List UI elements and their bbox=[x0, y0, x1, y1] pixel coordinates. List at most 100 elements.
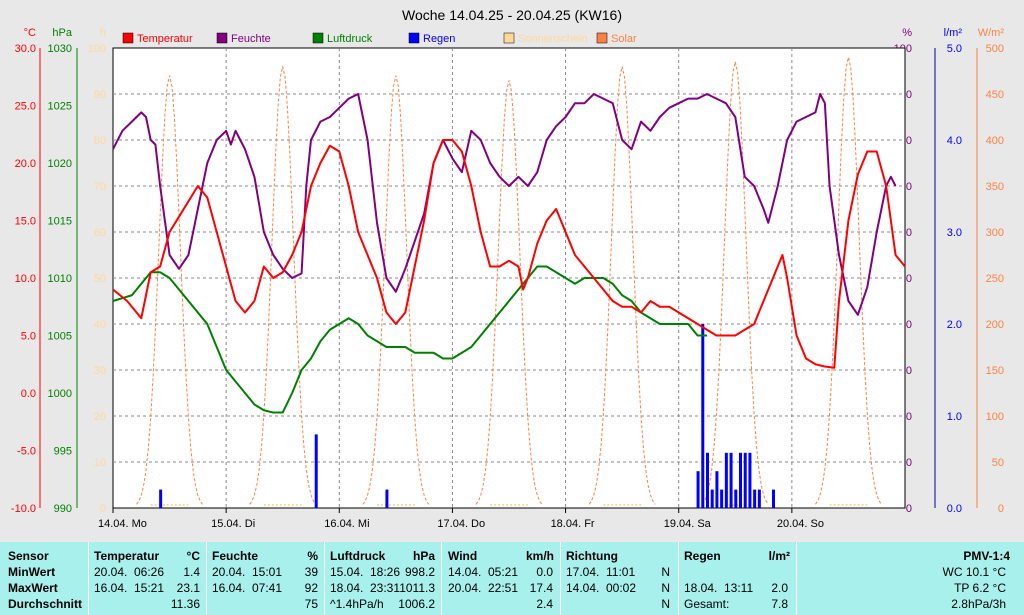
table-cell: 20.04. bbox=[212, 565, 246, 579]
table-separator bbox=[796, 542, 797, 615]
rain-bar bbox=[314, 434, 318, 508]
sunshine-axis-tick: 40 bbox=[94, 319, 106, 331]
table-separator bbox=[324, 542, 325, 615]
temp-axis-tick: 20.0 bbox=[15, 158, 36, 170]
legend: Temperatur Feuchte Luftdruck Regen Sonnensch… bbox=[122, 32, 637, 45]
x-label: 19.04. Sa bbox=[664, 518, 712, 530]
table-cell: 7.8 bbox=[771, 597, 788, 611]
table-cell: 998.2 bbox=[404, 565, 435, 579]
pressure-axis-tick: 1030 bbox=[48, 43, 72, 55]
header-luftdruck-unit: hPa bbox=[412, 549, 435, 563]
header-wind: Wind bbox=[448, 549, 478, 563]
table-cell: 07:41 bbox=[252, 581, 283, 595]
pressure-axis-tick: 1000 bbox=[48, 388, 72, 400]
table-cell: 39 bbox=[304, 565, 318, 579]
x-label: 16.04. Mi bbox=[324, 518, 369, 530]
table-cell: 23.1 bbox=[176, 581, 200, 595]
stats-table: Sensor Temperatur °C Feuchte % Luftdruck… bbox=[0, 542, 1024, 615]
sunshine-axis-tick: 60 bbox=[94, 227, 106, 239]
table-cell: 00:02 bbox=[606, 581, 637, 595]
sunshine-axis-tick: 50 bbox=[94, 273, 106, 285]
rain-bar bbox=[710, 489, 714, 508]
legend-label: Temperatur bbox=[137, 33, 193, 45]
rain-bar bbox=[385, 489, 389, 508]
legend-label: Solar bbox=[611, 33, 637, 45]
row-label: MaxWert bbox=[8, 581, 58, 595]
table-cell: 06:26 bbox=[134, 565, 165, 579]
legend-swatch bbox=[216, 32, 228, 44]
table-cell: 0.0 bbox=[536, 565, 553, 579]
solar-axis-tick: 150 bbox=[986, 365, 1004, 377]
table-cell: 75 bbox=[304, 597, 318, 611]
table-separator bbox=[88, 542, 89, 615]
pressure-axis-unit: hPa bbox=[52, 27, 72, 39]
table-cell: 1011.3 bbox=[399, 581, 435, 595]
temp-axis-unit: °C bbox=[24, 27, 36, 39]
rain-bar bbox=[734, 489, 738, 508]
legend-label: Regen bbox=[423, 33, 455, 45]
solar-axis-tick: 400 bbox=[986, 135, 1004, 147]
table-cell: 2.4 bbox=[536, 597, 553, 611]
temp-axis-tick: 25.0 bbox=[15, 101, 36, 113]
legend-label: Feuchte bbox=[231, 33, 271, 45]
table-cell: 22:51 bbox=[488, 581, 519, 595]
grid bbox=[113, 48, 905, 508]
pressure-axis-tick: 1025 bbox=[48, 101, 72, 113]
solar-axis-unit: W/m² bbox=[978, 27, 1005, 39]
header-richtung: Richtung bbox=[566, 549, 618, 563]
legend-swatch bbox=[408, 32, 420, 44]
table-cell: 1006.2 bbox=[398, 597, 435, 611]
temperature-line bbox=[112, 139, 906, 369]
table-separator bbox=[206, 542, 207, 615]
temp-axis-tick: 0.0 bbox=[21, 388, 36, 400]
table-cell: 16.04. bbox=[212, 581, 246, 595]
rain-bar bbox=[753, 489, 757, 508]
row-label: MinWert bbox=[8, 565, 56, 579]
x-label: 20.04. So bbox=[777, 518, 824, 530]
header-regen-unit: l/m² bbox=[768, 549, 790, 563]
table-cell: N bbox=[661, 597, 670, 611]
humidity-axis-unit: % bbox=[902, 27, 912, 39]
rain-bar bbox=[772, 489, 775, 508]
solar-axis-tick: 50 bbox=[992, 457, 1004, 469]
rain-bar bbox=[729, 452, 733, 508]
solar-curve bbox=[815, 57, 882, 505]
rain-bar bbox=[159, 489, 163, 508]
header-pmv: PMV-1:4 bbox=[963, 549, 1010, 563]
rain-axis-tick: 3.0 bbox=[947, 227, 962, 239]
sunshine-axis-tick: 90 bbox=[94, 89, 106, 101]
x-label: 18.04. Fr bbox=[551, 518, 595, 530]
rain-axis-tick: 1.0 bbox=[947, 411, 962, 423]
table-cell: 15:01 bbox=[252, 565, 283, 579]
rain-bar bbox=[715, 471, 719, 508]
table-cell: Gesamt: bbox=[684, 597, 730, 611]
solar-axis-tick: 300 bbox=[986, 227, 1004, 239]
table-cell: 14.04. bbox=[448, 565, 482, 579]
solar-curve bbox=[136, 75, 203, 505]
sunshine-axis-tick: 80 bbox=[94, 135, 106, 147]
chart-svg: Woche 14.04.25 - 20.04.25 (KW16) Tempera… bbox=[11, 7, 1005, 530]
x-label: 15.04. Di bbox=[211, 518, 255, 530]
legend-swatch bbox=[596, 32, 608, 44]
sunshine-axis-tick: 20 bbox=[94, 411, 106, 423]
table-separator bbox=[678, 542, 679, 615]
pressure-axis-tick: 1015 bbox=[48, 216, 72, 228]
rain-axis-tick: 2.0 bbox=[947, 319, 962, 331]
header-feuchte: Feuchte bbox=[212, 549, 259, 563]
table-cell: 05:21 bbox=[488, 565, 519, 579]
table-cell: 2.8hPa/3h bbox=[951, 597, 1006, 611]
sunshine-axis-tick: 10 bbox=[94, 457, 106, 469]
table-cell: ^1.4hPa/h bbox=[330, 597, 384, 611]
rain-axis-tick: 5.0 bbox=[947, 43, 962, 55]
table-cell: 17.4 bbox=[529, 581, 553, 595]
table-cell: 18.04. bbox=[330, 581, 364, 595]
rain-axis-tick: 4.0 bbox=[947, 135, 962, 147]
table-cell: N bbox=[661, 565, 670, 579]
header-temp: Temperatur bbox=[94, 549, 160, 563]
x-axis: 14.04. Mo 15.04. Di 16.04. Mi 17.04. Do 18.0… bbox=[98, 508, 824, 530]
header-wind-unit: km/h bbox=[525, 549, 554, 563]
rain-bar bbox=[696, 471, 700, 508]
pressure-axis-tick: 1005 bbox=[48, 331, 72, 343]
solar-axis-tick: 350 bbox=[986, 181, 1004, 193]
rain-bar bbox=[757, 489, 761, 508]
